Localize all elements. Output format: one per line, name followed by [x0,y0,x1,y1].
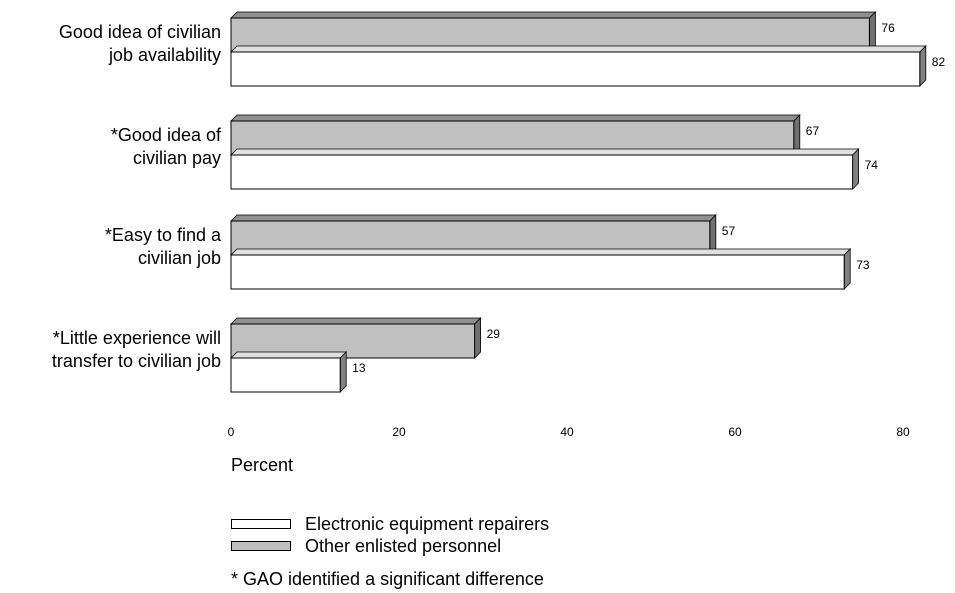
legend-label-repairers: Electronic equipment repairers [305,513,550,534]
category-label: transfer to civilian job [52,351,221,371]
footnote: * GAO identified a significant differenc… [231,569,544,589]
x-tick-label: 20 [392,425,406,439]
data-label: 57 [722,224,736,238]
bar-side [843,248,851,290]
x-tick-label: 0 [228,425,235,439]
bar-side [474,317,482,359]
data-label: 76 [881,21,895,35]
legend-item-other: Other enlisted personnel [231,535,549,557]
category-label: *Easy to find a [105,225,222,245]
bar-top [230,45,927,53]
category-label: civilian job [138,248,221,268]
data-label: 67 [806,124,820,138]
legend: Electronic equipment repairers Other enl… [231,513,549,557]
bar-top [230,114,801,122]
bar-top [230,248,852,256]
legend-swatch-repairers [231,519,291,529]
category-label: *Little experience will [53,328,221,348]
bar-top [230,11,877,19]
category-label: *Good idea of [111,125,222,145]
x-tick-label: 40 [560,425,574,439]
data-label: 82 [932,55,946,69]
data-label: 29 [487,327,501,341]
category-label: civilian pay [133,148,221,168]
bar-top [230,148,860,156]
x-tick-label: 60 [728,425,742,439]
bar-top [230,317,482,325]
category-label: Good idea of civilian [59,22,221,42]
bar [230,154,854,190]
x-tick-label: 80 [896,425,910,439]
legend-item-repairers: Electronic equipment repairers [231,513,549,535]
bar [230,254,845,290]
bar-chart: Good idea of civilian job availability 76 8… [52,11,946,439]
category-label: job availability [108,45,221,65]
bar [230,51,921,87]
data-label: 13 [352,361,366,375]
bar-top [230,214,717,222]
bar-side [852,148,859,190]
legend-label-other: Other enlisted personnel [305,535,502,556]
data-label: 74 [865,158,879,172]
legend-swatch-other [231,541,291,551]
data-label: 73 [856,258,870,272]
bar-side [339,351,347,393]
bar-side [919,45,927,87]
x-axis-title: Percent [231,455,294,475]
bar [230,357,341,393]
bar-top [230,351,348,359]
